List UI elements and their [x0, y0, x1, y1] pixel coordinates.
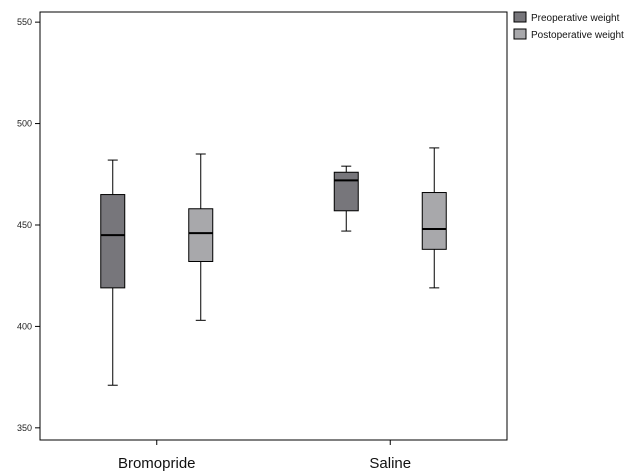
iqr-box [421, 192, 447, 250]
boxes-group [100, 147, 447, 386]
legend-swatch-postoperative [513, 28, 527, 40]
x-category-label-saline: Saline [369, 455, 411, 472]
y-tick-label-500: 500 [17, 119, 32, 129]
box-bromopride-preoperative [100, 159, 126, 386]
iqr-box [188, 208, 214, 262]
box-saline-preoperative [333, 165, 359, 232]
legend: Preoperative weight Postoperative weight [513, 11, 624, 41]
x-axis: Bromopride Saline [118, 440, 411, 472]
legend-swatch-preoperative [513, 11, 527, 23]
box-saline-postoperative [421, 147, 447, 289]
y-tick-label-450: 450 [17, 220, 32, 230]
y-tick-label-400: 400 [17, 321, 32, 331]
y-tick-label-550: 550 [17, 17, 32, 27]
legend-label-postoperative: Postoperative weight [531, 30, 624, 41]
iqr-box [100, 194, 126, 289]
y-axis: 350 400 450 500 550 [17, 17, 40, 433]
y-tick-label-350: 350 [17, 423, 32, 433]
box-bromopride-postoperative [188, 153, 214, 321]
plot-frame [39, 11, 508, 441]
iqr-box [333, 171, 359, 212]
legend-label-preoperative: Preoperative weight [531, 13, 620, 24]
x-category-label-bromopride: Bromopride [118, 455, 196, 472]
